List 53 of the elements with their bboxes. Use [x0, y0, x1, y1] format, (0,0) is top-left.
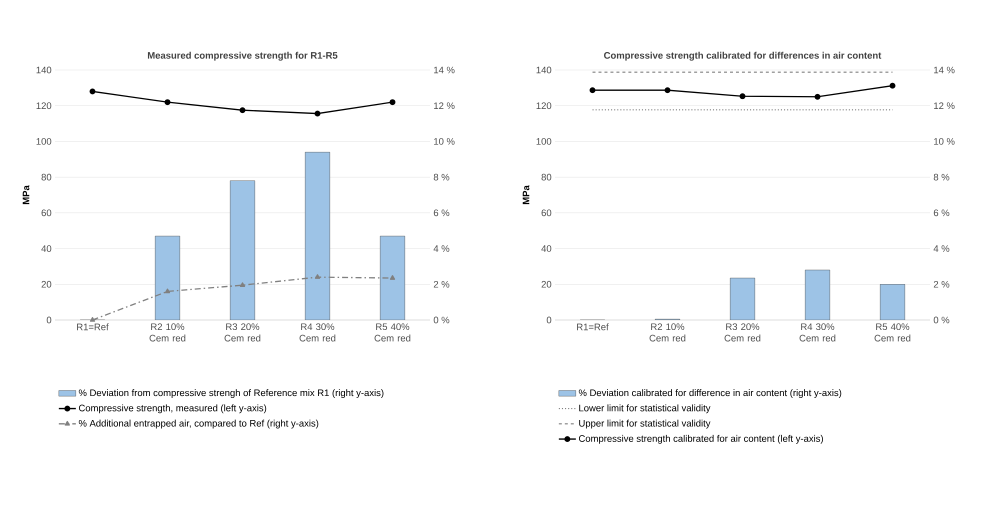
x-tick-label: R3 20% Cem red: [724, 323, 760, 342]
y2-tick-label: 4 %: [934, 245, 950, 252]
chart-title: Measured compressive strength for R1-R5: [148, 52, 338, 61]
y-tick-label: 80: [542, 174, 552, 180]
y2-tick-label: 6 %: [434, 210, 450, 216]
y2-tick-label: 14 %: [434, 66, 455, 74]
y-tick-label: 140: [536, 66, 552, 74]
x-tick-label: R4 30% Cem red: [800, 323, 836, 342]
y2-tick-label: 6 %: [934, 210, 950, 216]
y2-tick-label: 14 %: [934, 66, 955, 74]
y2-tick-label: 0 %: [934, 316, 950, 324]
y2-tick-label: 2 %: [434, 280, 450, 288]
x-tick-label: R2 10% Cem red: [150, 323, 186, 342]
y-axis-title: MPa: [22, 185, 30, 204]
y-tick-label: 120: [36, 102, 52, 110]
chart-title: Compressive strength calibrated for differences in air content: [604, 52, 882, 61]
legend-label: Compressive strength calibrated for air content (left y-axis): [578, 434, 823, 444]
legend-label: % Deviation from compressive strengh of Reference mix R1 (right y-axis): [78, 389, 384, 398]
y-tick-label: 0: [46, 316, 52, 324]
y-tick-label: 40: [41, 245, 52, 252]
x-tick-label: R5 40% Cem red: [374, 323, 410, 342]
y2-tick-label: 2 %: [934, 280, 950, 288]
legend-label: Upper limit for statistical validity: [579, 420, 710, 429]
y-tick-label: 20: [542, 280, 552, 288]
legend-label: % Deviation calibrated for difference in air content (right y-axis): [578, 389, 842, 398]
x-tick-label: R3 20% Cem red: [224, 323, 260, 342]
y2-tick-label: 12 %: [434, 102, 455, 110]
y-tick-label: 80: [42, 174, 52, 180]
x-tick-label: R4 30% Cem red: [300, 323, 336, 342]
legend-label: Compressive strength, measured (left y-axis): [78, 404, 266, 414]
y-tick-label: 140: [36, 66, 52, 74]
y-tick-label: 40: [541, 245, 552, 252]
y2-tick-label: 10 %: [434, 138, 455, 145]
y2-tick-label: 8 %: [934, 174, 950, 180]
y-tick-label: 120: [536, 102, 552, 110]
y-tick-label: 100: [536, 138, 552, 145]
y-tick-label: 20: [42, 280, 52, 288]
y-tick-label: 60: [542, 210, 552, 216]
x-tick-label: R1=Ref: [77, 323, 109, 330]
y2-tick-label: 12 %: [934, 102, 955, 110]
y2-tick-label: 0 %: [434, 316, 450, 324]
y-tick-label: 100: [36, 138, 52, 145]
y2-tick-label: 8 %: [434, 174, 450, 180]
y-axis-title: MPa: [522, 185, 530, 204]
x-tick-label: R2 10% Cem red: [650, 323, 686, 342]
x-tick-label: R5 40% Cem red: [874, 323, 910, 342]
y-tick-label: 60: [42, 210, 52, 216]
y2-tick-label: 4 %: [434, 245, 450, 252]
x-tick-label: R1=Ref: [577, 323, 609, 330]
y-tick-label: 0: [546, 316, 552, 324]
y2-tick-label: 10 %: [934, 138, 955, 145]
legend-label: Lower limit for statistical validity: [579, 404, 710, 414]
legend-label: % Additional entrapped air, compared to Ref (right y-axis): [78, 420, 318, 429]
